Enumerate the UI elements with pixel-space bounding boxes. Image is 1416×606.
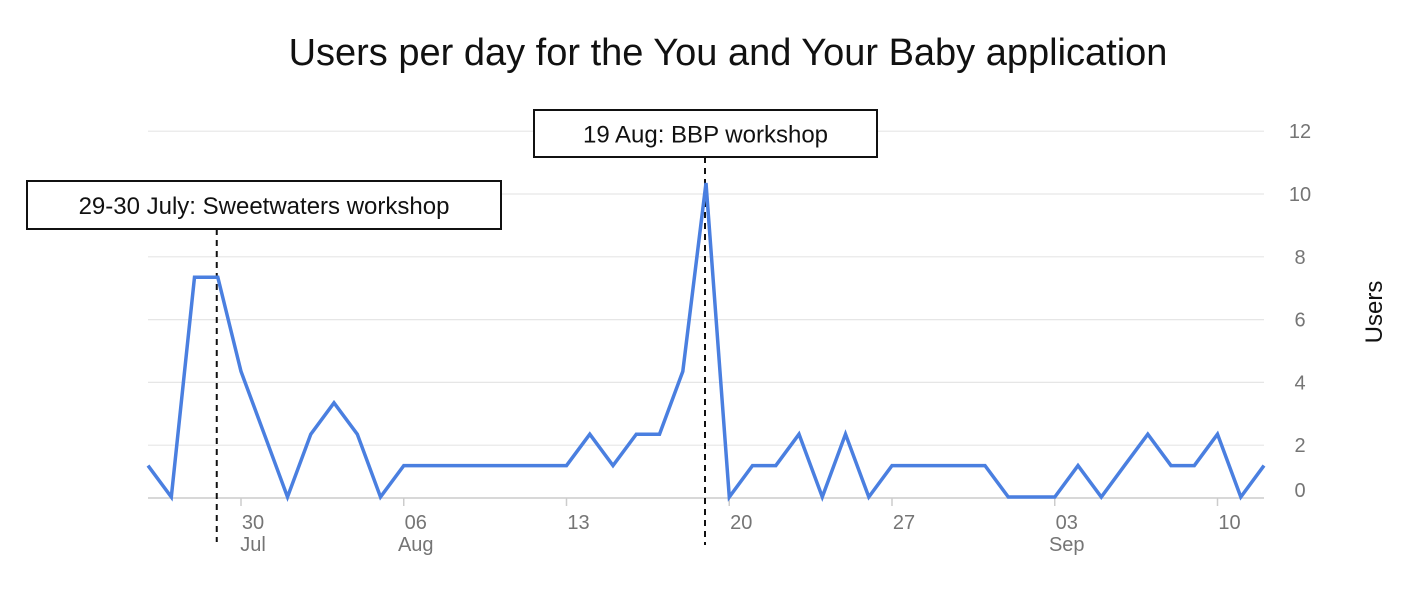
x-tick-label: 10 <box>1218 512 1240 534</box>
y-axis-label: Users <box>1361 281 1388 344</box>
x-tick-label: 27 <box>893 512 915 534</box>
chart-title: Users per day for the You and Your Baby … <box>288 32 1168 74</box>
x-tick-sublabel: Jul <box>240 534 266 556</box>
y-tick-label: 4 <box>1294 372 1305 394</box>
y-tick-label: 0 <box>1294 480 1305 502</box>
annotation-box <box>26 180 502 230</box>
annotation-box <box>533 109 878 158</box>
y-tick-label: 12 <box>1289 121 1311 143</box>
series-layer <box>146 182 1266 503</box>
y-tick-label: 10 <box>1289 184 1311 206</box>
y-tick-label: 6 <box>1294 310 1305 332</box>
x-tick-sublabel: Aug <box>398 534 434 556</box>
x-tick-sublabel: Sep <box>1049 534 1085 556</box>
annotation-boxes: 29-30 July: Sweetwaters workshop 19 Aug: … <box>26 109 878 230</box>
y-axis-ticks: 0 2 4 6 8 10 12 <box>1289 121 1311 502</box>
y-tick-label: 2 <box>1294 435 1305 457</box>
annotation-label: 29-30 July: Sweetwaters workshop <box>79 193 450 220</box>
x-tick-label: 06 <box>405 512 427 534</box>
x-tick-label: 30 <box>242 512 264 534</box>
annotation-label: 19 Aug: BBP workshop <box>583 122 828 149</box>
y-tick-label: 8 <box>1294 247 1305 269</box>
x-tick-label: 20 <box>730 512 752 534</box>
series-line <box>146 182 1266 503</box>
annotation-lines <box>215 157 706 545</box>
x-tick-label: 13 <box>567 512 589 534</box>
x-tick-label: 03 <box>1056 512 1078 534</box>
